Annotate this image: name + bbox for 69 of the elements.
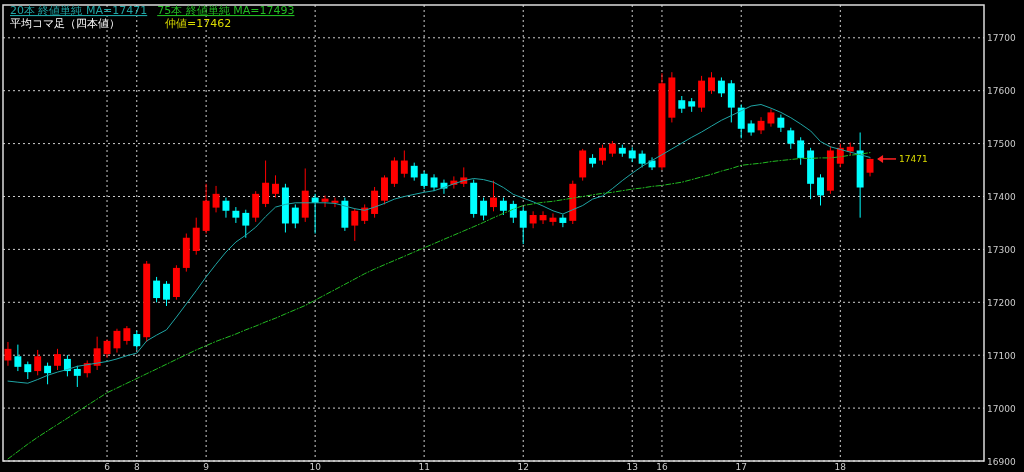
candlestick xyxy=(400,149,408,178)
candlestick xyxy=(192,217,200,256)
y-tick-label: 17400 xyxy=(987,192,1016,202)
annotation: 平均コマ足（四本値） xyxy=(10,17,120,30)
x-tick-label: 12 xyxy=(517,462,529,472)
text: 75本 終値単純 MA=17493 xyxy=(157,4,295,17)
candlestick xyxy=(371,186,379,219)
y-tick-label: 17200 xyxy=(987,297,1016,308)
candlestick xyxy=(321,194,329,208)
x-tick-label: 11 xyxy=(418,462,430,472)
y-tick-label: 17000 xyxy=(987,403,1016,414)
candlestick xyxy=(54,348,61,371)
candlestick xyxy=(153,276,161,303)
candlestick xyxy=(599,144,606,166)
candlestick xyxy=(559,213,567,228)
y-tick-label: 17600 xyxy=(987,86,1016,97)
candlestick xyxy=(747,119,755,137)
candlestick xyxy=(232,206,240,224)
candlestick xyxy=(331,197,339,208)
candlestick xyxy=(817,173,824,206)
candlestick xyxy=(787,127,795,150)
candlestick xyxy=(381,174,388,205)
candlestick xyxy=(737,103,745,139)
candlestick xyxy=(708,71,715,95)
x-tick-label: 18 xyxy=(834,462,847,472)
candlestick xyxy=(103,338,111,359)
candlestick xyxy=(252,190,260,223)
candlestick xyxy=(242,209,250,239)
x-tick-label: 8 xyxy=(133,462,140,472)
candlestick xyxy=(262,160,270,208)
candlestick xyxy=(14,344,22,372)
candlestick xyxy=(73,365,81,388)
candlestick xyxy=(34,349,42,376)
candlestick xyxy=(212,185,220,213)
candlestick xyxy=(291,203,299,229)
candlestick xyxy=(797,136,805,166)
candlestick xyxy=(490,180,497,212)
candlestick xyxy=(4,341,12,367)
x-tick-label: 9 xyxy=(203,462,210,472)
candlestick xyxy=(44,362,52,385)
candlestick xyxy=(390,156,398,188)
candlestick xyxy=(757,116,765,135)
x-tick-label: 13 xyxy=(626,462,638,472)
candlestick xyxy=(133,330,141,351)
candlestick xyxy=(123,325,131,346)
candlestick xyxy=(519,206,527,245)
candlestick xyxy=(549,212,557,227)
x-tick-label: 17 xyxy=(735,462,747,472)
y-tick-label: 17500 xyxy=(987,139,1016,150)
candlestick xyxy=(539,210,547,225)
candlestick xyxy=(93,336,101,371)
x-tick-label: 6 xyxy=(104,462,111,472)
candlestick xyxy=(272,174,279,199)
y-tick-label: 17300 xyxy=(987,244,1016,255)
candlestick xyxy=(113,328,121,354)
candlestick xyxy=(351,207,359,242)
candlestick xyxy=(222,197,230,219)
candlestick xyxy=(717,76,725,98)
y-tick-label: 17100 xyxy=(987,350,1016,361)
y-tick-label: 17700 xyxy=(987,33,1016,44)
x-tick-label: 10 xyxy=(309,462,322,472)
text: 17471 xyxy=(899,154,928,165)
y-tick-label: 16900 xyxy=(987,456,1016,467)
candlestick xyxy=(529,210,537,229)
candlestick xyxy=(163,280,170,307)
x-tick-label: 16 xyxy=(656,462,668,472)
text: 20本 終値単純 MA=17471 xyxy=(10,4,148,17)
candlestick xyxy=(480,197,488,221)
annotation: 仲値=17462 xyxy=(165,17,232,30)
